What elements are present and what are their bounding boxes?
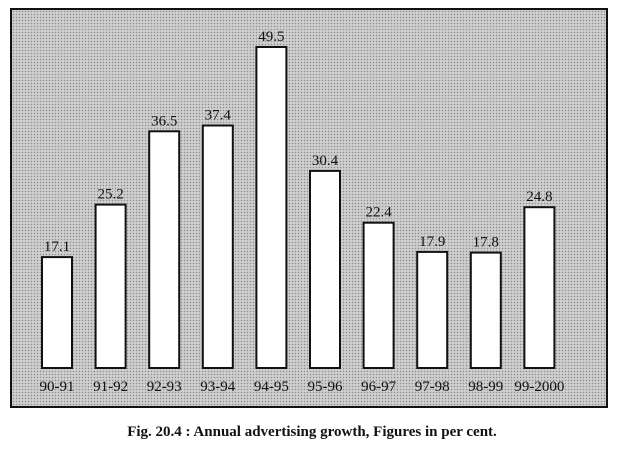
x-tick-label: 97-98 (415, 379, 450, 395)
bar-92-93 (148, 130, 181, 369)
bar-91-92 (94, 203, 127, 369)
chart-frame: 17.1 90-91 25.2 91-92 36.5 92-93 37.4 93-94 49.5… (10, 8, 608, 408)
bar-96-97 (362, 221, 395, 369)
value-label: 25.2 (97, 187, 123, 203)
x-tick-label: 94-95 (254, 379, 289, 395)
value-label: 17.1 (44, 239, 70, 255)
bar-90-91 (41, 256, 73, 370)
x-tick-label: 98-99 (468, 379, 503, 395)
bar-95-96 (309, 169, 341, 369)
value-label: 24.8 (526, 189, 552, 205)
bar-93-94 (201, 124, 234, 369)
x-tick-label: 95-96 (308, 379, 343, 395)
value-label: 36.5 (151, 113, 177, 129)
bar-chart: 17.1 90-91 25.2 91-92 36.5 92-93 37.4 93-94 49.5… (40, 29, 565, 395)
x-tick-label: 90-91 (40, 379, 75, 395)
x-tick-label: 91-92 (93, 379, 128, 395)
value-label: 17.8 (473, 235, 499, 251)
bar-98-99 (469, 251, 502, 370)
figure-caption: Fig. 20.4 : Annual advertising growth, F… (127, 424, 497, 440)
bar-97-98 (416, 250, 449, 369)
x-tick-label: 96-97 (361, 379, 396, 395)
x-tick-label: 92-93 (147, 379, 182, 395)
value-label: 22.4 (365, 205, 392, 221)
x-tick-label: 93-94 (200, 379, 235, 395)
x-tick-label: 99-2000 (514, 379, 564, 395)
value-label: 17.9 (419, 234, 445, 250)
bar-99-2000 (523, 206, 556, 369)
bar-94-95 (255, 46, 288, 369)
value-label: 37.4 (205, 108, 232, 124)
value-label: 30.4 (312, 153, 339, 169)
value-label: 49.5 (258, 29, 284, 45)
